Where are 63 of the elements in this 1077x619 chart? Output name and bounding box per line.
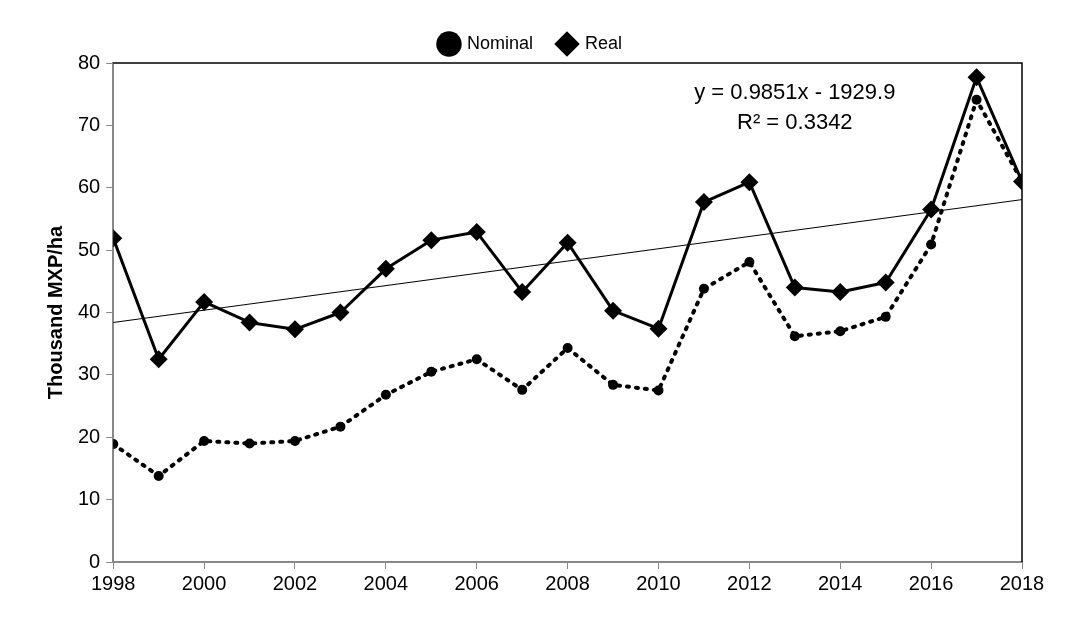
x-tick-label: 2008 [545, 571, 590, 594]
x-tick-label: 2002 [272, 571, 318, 594]
y-tick-label: 10 [78, 487, 101, 510]
annotation: R² = 0.3342 [737, 109, 853, 135]
point [649, 319, 668, 338]
point [199, 435, 210, 446]
point [876, 273, 895, 292]
point [785, 278, 804, 297]
point [653, 385, 664, 396]
point [698, 283, 709, 294]
point [426, 366, 437, 377]
x-tick-label: 2012 [727, 571, 772, 594]
point [744, 256, 755, 267]
point [422, 231, 441, 250]
point [290, 435, 300, 446]
annotation: y = 0.9851x - 1929.9 [694, 79, 896, 105]
x-tick-label: 2010 [636, 571, 681, 594]
x-tick-label: 2014 [818, 571, 863, 594]
point [335, 421, 346, 432]
point [971, 94, 982, 105]
x-tick-label: 2000 [181, 571, 227, 594]
y-tick-label: 50 [78, 237, 101, 260]
y-tick-label: 40 [78, 300, 101, 323]
x-tick-label: 2006 [454, 571, 499, 594]
point [831, 282, 850, 301]
point [331, 303, 350, 322]
y-tick-label: 80 [78, 50, 101, 73]
point [380, 389, 391, 400]
legend-label: Real [585, 32, 623, 53]
point [835, 326, 846, 337]
legend-label: Nominal [466, 32, 534, 53]
point [513, 282, 532, 301]
point [517, 384, 528, 395]
y-tick-label: 30 [78, 362, 101, 385]
point [467, 223, 486, 242]
point [694, 193, 713, 212]
point [240, 313, 259, 332]
point [604, 301, 623, 320]
point [286, 320, 304, 339]
point [149, 350, 168, 369]
point [558, 233, 577, 252]
point [926, 239, 937, 250]
x-tick-label: 2004 [363, 571, 409, 594]
y-tick-label: 70 [78, 112, 101, 135]
x-tick-label: 2016 [908, 571, 954, 594]
point [967, 68, 986, 87]
y-tick-label: 60 [78, 175, 101, 198]
point [562, 343, 573, 354]
y-tick-label: 20 [78, 424, 101, 447]
point [789, 331, 800, 342]
point [880, 311, 891, 322]
x-tick-label: 2018 [999, 571, 1045, 594]
point [608, 379, 619, 390]
point [153, 470, 164, 481]
point [244, 438, 255, 449]
point [740, 173, 759, 192]
point [376, 259, 395, 278]
point [195, 292, 214, 311]
x-tick-label: 1998 [91, 571, 136, 594]
point [922, 200, 941, 219]
y-axis-title: Thousand MXP/ha [43, 224, 66, 400]
y-tick-label: 0 [89, 549, 101, 572]
point [471, 354, 482, 365]
